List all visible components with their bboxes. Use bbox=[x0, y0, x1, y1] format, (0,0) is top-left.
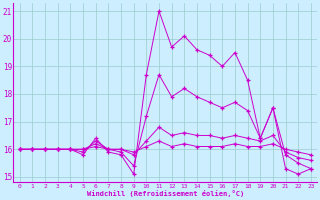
X-axis label: Windchill (Refroidissement éolien,°C): Windchill (Refroidissement éolien,°C) bbox=[87, 190, 244, 197]
